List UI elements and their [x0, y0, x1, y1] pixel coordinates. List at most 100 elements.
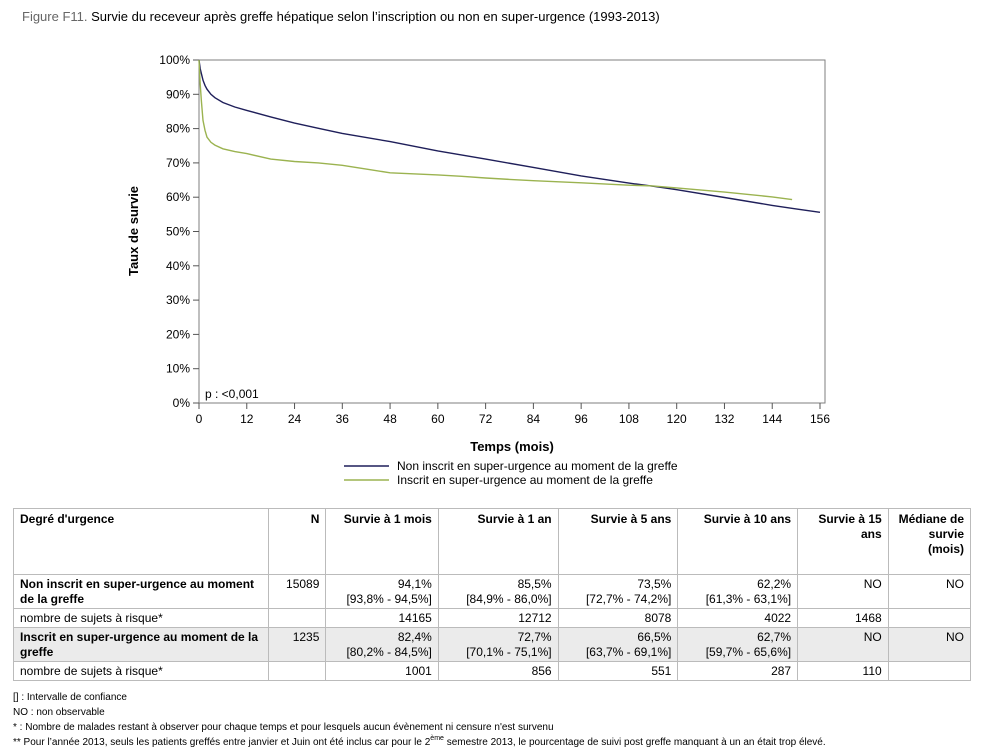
x-tick-label: 120 [667, 412, 687, 426]
risk-count: 12712 [437, 608, 559, 628]
survival-value: 62,7% [757, 630, 792, 644]
series-line-1 [198, 59, 821, 213]
x-tick-label: 144 [762, 412, 782, 426]
confidence-interval: [93,8% - 94,5%] [346, 592, 432, 606]
empty-cell [887, 608, 972, 628]
x-tick-label: 156 [810, 412, 830, 426]
legend-label: Inscrit en super-urgence au moment de la… [397, 473, 653, 487]
x-tick-label: 84 [527, 412, 541, 426]
risk-count: 14165 [325, 608, 439, 628]
x-tick-label: 12 [240, 412, 254, 426]
confidence-interval: [84,9% - 86,0%] [466, 592, 552, 606]
y-tick-label: 70% [166, 156, 190, 170]
y-tick-label: 80% [166, 122, 190, 136]
confidence-interval: [70,1% - 75,1%] [466, 645, 552, 659]
risk-count: 287 [677, 661, 799, 681]
legend-label: Non inscrit en super-urgence au moment d… [397, 459, 678, 473]
y-tick-label: 30% [166, 293, 190, 307]
empty-cell [268, 661, 327, 681]
survival-cell: 82,4% [80,2% - 84,5%] [325, 627, 439, 662]
confidence-interval: [72,7% - 74,2%] [585, 592, 672, 606]
series-line-2 [198, 59, 793, 201]
figure-title: Figure F11. Survie du receveur après gre… [22, 9, 660, 24]
footnote: * : Nombre de malades restant à observer… [13, 722, 554, 733]
y-tick-label: 60% [166, 190, 190, 204]
footnote: NO : non observable [13, 707, 105, 718]
survival-cell: 73,5% [72,7% - 74,2%] [557, 574, 679, 609]
survival-value: NO [863, 630, 882, 644]
confidence-interval: [59,7% - 65,6%] [705, 645, 792, 659]
table-row: Inscrit en super-urgence au moment de la… [12, 627, 972, 662]
survival-cell: 94,1% [93,8% - 94,5%] [325, 574, 439, 609]
footnote-superscript: ème [430, 735, 444, 742]
x-tick-label: 72 [479, 412, 493, 426]
survival-cell: 72,7% [70,1% - 75,1%] [437, 627, 559, 662]
col-header-5-years: Survie à 5 ans [557, 508, 679, 575]
risk-count: 8078 [557, 608, 679, 628]
legend: Non inscrit en super-urgence au moment d… [344, 459, 678, 487]
col-header-15-years: Survie à 15 ans [797, 508, 889, 575]
x-tick-label: 36 [336, 412, 350, 426]
empty-cell [268, 608, 327, 628]
plot-frame [198, 59, 826, 404]
survival-value: 66,5% [637, 630, 672, 644]
y-tick-label: 40% [166, 259, 190, 273]
group-label: Non inscrit en super-urgence au moment d… [12, 574, 270, 609]
survival-chart: 0% 10% 20% 30% 40% 50% 60% 70% 80% 90% 100% 0 12 24 3… [126, 53, 830, 487]
group-n: 1235 [268, 627, 327, 662]
y-tick-label: 20% [166, 327, 190, 341]
series-lines [198, 59, 821, 213]
x-tick-label: 24 [288, 412, 302, 426]
y-tick-label: 10% [166, 362, 190, 376]
table-header-row: Degré d'urgence N Survie à 1 mois Survie… [12, 508, 972, 575]
footnote: ** Pour l’année 2013, seuls les patients… [13, 735, 826, 750]
risk-count: 856 [437, 661, 559, 681]
survival-table: Degré d'urgence N Survie à 1 mois Survie… [12, 508, 972, 681]
median-cell: NO [887, 627, 972, 662]
y-tick-label: 50% [166, 225, 190, 239]
risk-label: nombre de sujets à risque* [12, 608, 270, 628]
footnote-text: semestre 2013, le pourcentage de suivi p… [443, 737, 826, 748]
confidence-interval: [61,3% - 63,1%] [705, 592, 792, 606]
confidence-interval: [80,2% - 84,5%] [346, 645, 432, 659]
risk-label: nombre de sujets à risque* [12, 661, 270, 681]
y-tick-label: 100% [159, 53, 190, 67]
table-row: nombre de sujets à risque* 1001 856 551 … [12, 661, 972, 681]
footnote-text: ** Pour l’année 2013, seuls les patients… [13, 737, 431, 748]
group-n: 15089 [268, 574, 327, 609]
col-header-median: Médiane de survie (mois) [887, 508, 972, 575]
survival-value: 94,1% [397, 577, 432, 591]
survival-value: 85,5% [517, 577, 552, 591]
risk-count: 4022 [677, 608, 799, 628]
survival-cell: 66,5% [63,7% - 69,1%] [557, 627, 679, 662]
col-header-1-year: Survie à 1 an [437, 508, 559, 575]
survival-cell: 85,5% [84,9% - 86,0%] [437, 574, 559, 609]
risk-count: 110 [797, 661, 889, 681]
risk-count: 1001 [325, 661, 439, 681]
figure-label: Figure F11. [22, 9, 88, 24]
empty-cell [887, 661, 972, 681]
survival-cell: NO [797, 627, 889, 662]
footnotes: [] : Intervalle de confiance NO : non ob… [13, 690, 826, 750]
col-header-n: N [268, 508, 327, 575]
survival-value: 72,7% [517, 630, 552, 644]
col-header-urgency: Degré d'urgence [12, 508, 270, 575]
x-tick-label: 132 [714, 412, 734, 426]
table-row: Non inscrit en super-urgence au moment d… [12, 574, 972, 609]
survival-cell: 62,7% [59,7% - 65,6%] [677, 627, 799, 662]
survival-value: 82,4% [397, 630, 432, 644]
y-tick-label: 0% [173, 396, 191, 410]
p-value-annotation: p : <0,001 [205, 387, 259, 401]
x-tick-label: 96 [574, 412, 588, 426]
figure-title-text: Survie du receveur après greffe hépatiqu… [91, 9, 660, 24]
survival-value: 73,5% [637, 577, 672, 591]
risk-count: 551 [557, 661, 679, 681]
y-tick-label: 90% [166, 87, 190, 101]
x-tick-label: 108 [619, 412, 639, 426]
x-axis: 0 12 24 36 48 60 72 84 96 108 120 132 144 156 [196, 403, 830, 426]
x-tick-label: 0 [196, 412, 203, 426]
risk-count: 1468 [797, 608, 889, 628]
y-axis: 0% 10% 20% 30% 40% 50% 60% 70% 80% 90% 100% [159, 53, 199, 410]
survival-value: 62,2% [757, 577, 792, 591]
col-header-10-years: Survie à 10 ans [677, 508, 799, 575]
